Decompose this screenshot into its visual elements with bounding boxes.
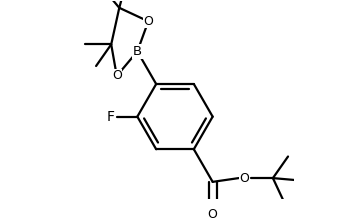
Text: F: F: [106, 110, 114, 124]
Text: O: O: [240, 172, 250, 185]
Text: O: O: [208, 208, 218, 219]
Text: O: O: [144, 15, 153, 28]
Text: B: B: [133, 45, 142, 58]
Text: O: O: [112, 69, 122, 82]
